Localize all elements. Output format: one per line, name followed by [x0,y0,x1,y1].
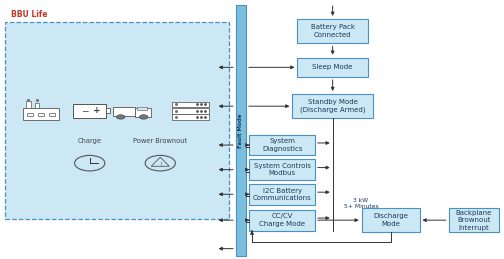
FancyBboxPatch shape [297,19,368,44]
FancyBboxPatch shape [27,113,33,117]
Text: Power Brownout: Power Brownout [133,138,187,144]
Text: 3 kW
5+ Minutes: 3 kW 5+ Minutes [344,198,378,209]
Text: BBU Life: BBU Life [11,10,47,19]
FancyBboxPatch shape [236,5,246,256]
FancyBboxPatch shape [113,107,135,116]
Text: Fault Mode: Fault Mode [238,113,243,148]
Text: System
Diagnostics: System Diagnostics [262,138,302,152]
Text: System Controls
Modbus: System Controls Modbus [254,163,311,176]
FancyBboxPatch shape [297,58,368,77]
Text: Standby Mode
(Discharge Armed): Standby Mode (Discharge Armed) [300,99,365,113]
FancyBboxPatch shape [249,135,315,155]
Text: I2C Battery
Communications: I2C Battery Communications [253,188,311,201]
FancyBboxPatch shape [23,108,59,120]
FancyBboxPatch shape [35,103,39,108]
FancyBboxPatch shape [172,102,209,107]
FancyBboxPatch shape [38,113,44,117]
FancyBboxPatch shape [74,104,106,118]
Text: CC/CV
Charge Mode: CC/CV Charge Mode [259,213,305,227]
FancyBboxPatch shape [449,208,499,232]
Text: Charge: Charge [78,138,102,144]
FancyBboxPatch shape [26,101,31,108]
Text: !: ! [159,162,162,168]
FancyBboxPatch shape [137,107,147,110]
Circle shape [116,115,125,119]
FancyBboxPatch shape [361,208,419,232]
Text: Discharge
Mode: Discharge Mode [373,213,408,227]
FancyBboxPatch shape [5,22,229,219]
Text: +: + [93,106,101,115]
FancyBboxPatch shape [135,108,151,117]
FancyBboxPatch shape [292,94,373,119]
FancyBboxPatch shape [249,184,315,205]
Circle shape [140,115,148,119]
Text: Backplane
Brownout
Interrupt: Backplane Brownout Interrupt [456,210,492,231]
FancyBboxPatch shape [172,114,209,120]
Text: Battery Pack
Connected: Battery Pack Connected [310,24,355,38]
FancyBboxPatch shape [249,159,315,180]
FancyBboxPatch shape [106,108,110,113]
FancyBboxPatch shape [249,210,315,231]
FancyBboxPatch shape [49,113,55,117]
Text: −: − [81,106,88,115]
Text: Sleep Mode: Sleep Mode [312,64,353,70]
FancyBboxPatch shape [172,108,209,114]
